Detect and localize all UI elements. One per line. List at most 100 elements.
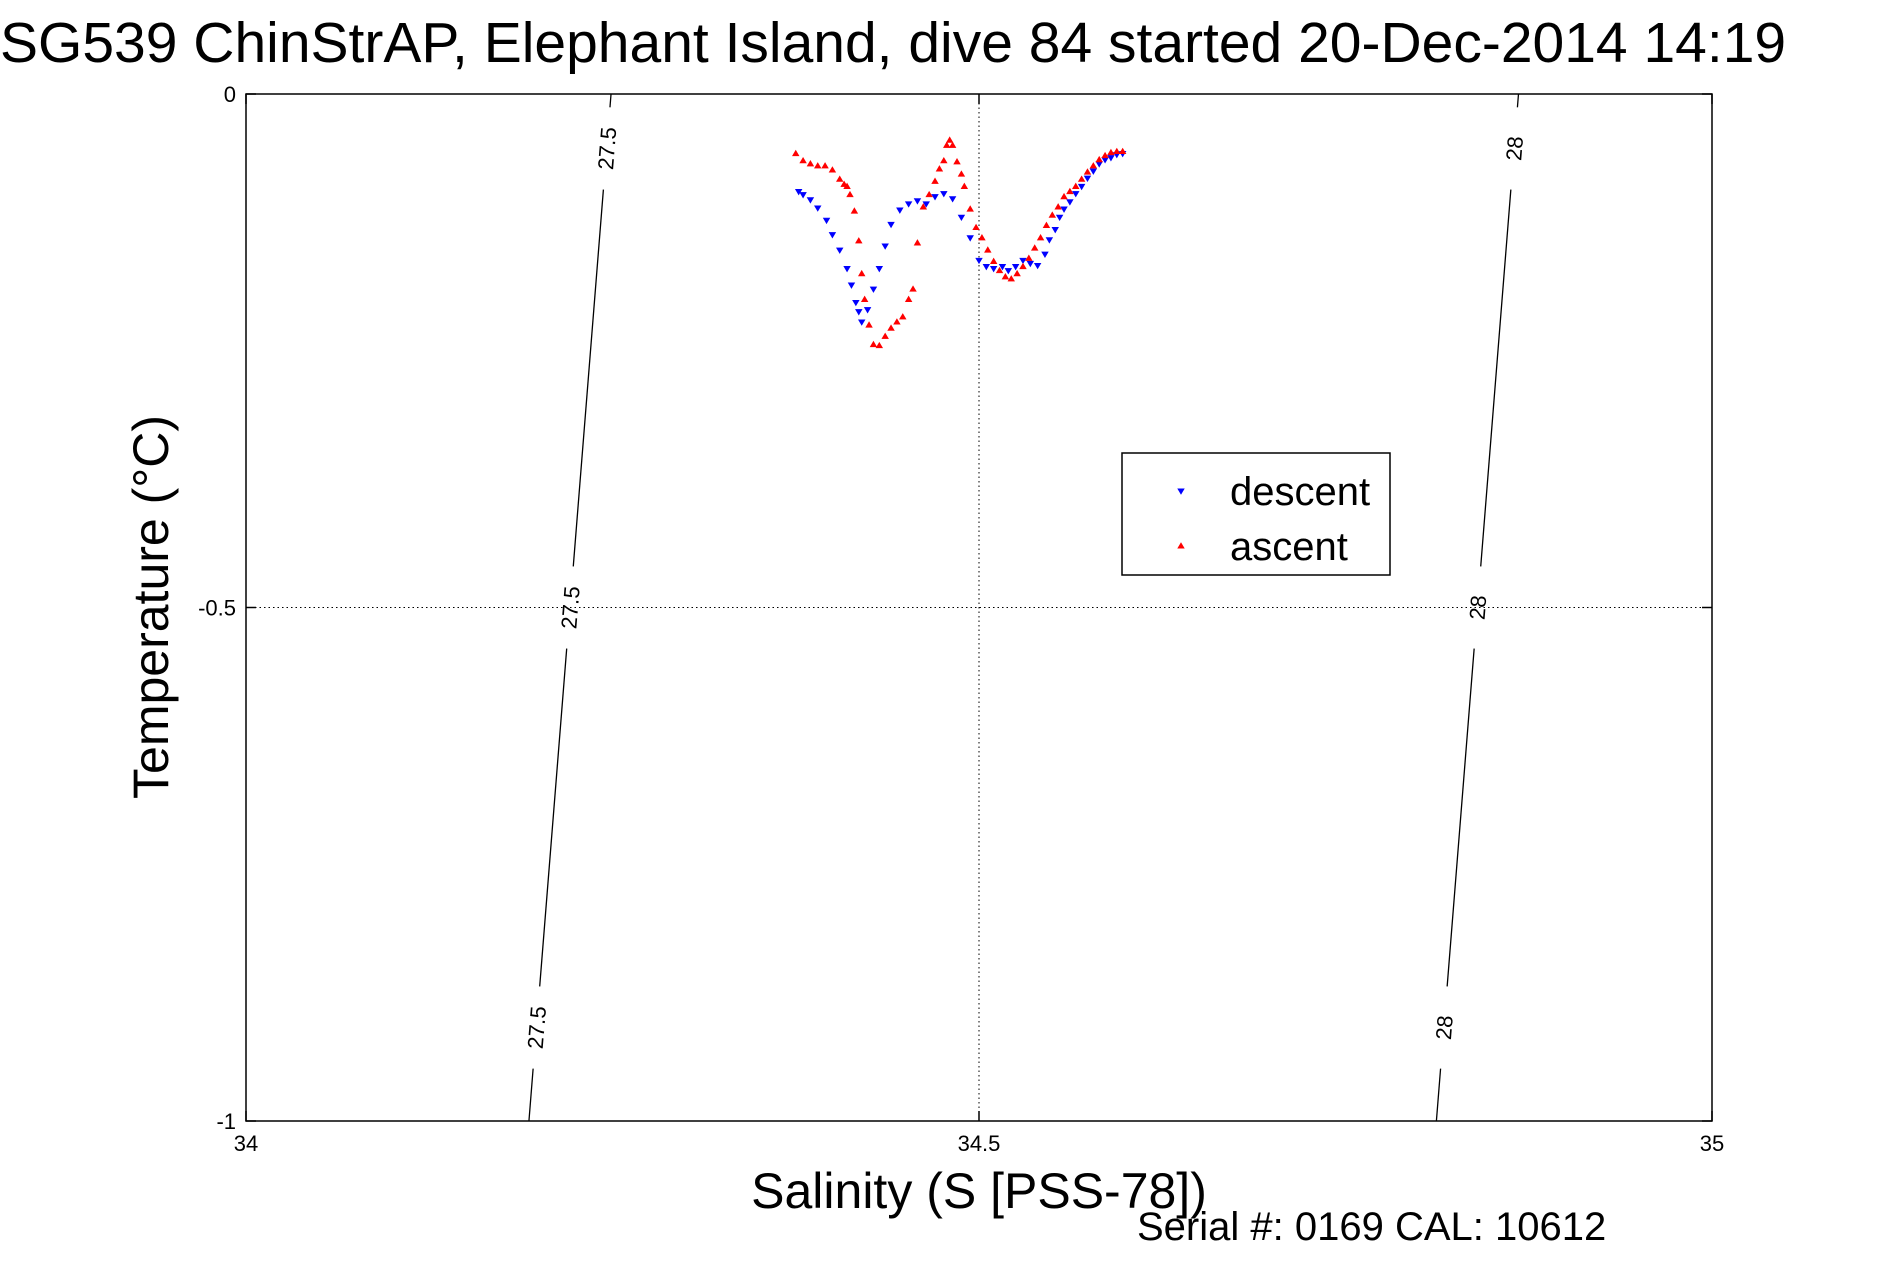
descent-point: [982, 263, 991, 271]
ascent-point: [1101, 151, 1109, 159]
descent-point: [1045, 237, 1054, 244]
ascent-point: [1036, 233, 1045, 241]
descent-point: [1077, 183, 1086, 191]
descent-point: [1072, 191, 1080, 198]
ascent-point: [1060, 192, 1068, 200]
descent-point: [1051, 227, 1059, 234]
ascent-point: [792, 149, 800, 157]
descent-point: [1055, 214, 1064, 222]
descent-point: [948, 196, 957, 203]
ascent-point: [935, 165, 944, 172]
ascent-point: [940, 156, 948, 164]
y-tick-label: -0.5: [198, 596, 236, 621]
descent-point: [887, 221, 895, 229]
ascent-point: [1113, 147, 1121, 155]
contour-line: [572, 189, 605, 567]
descent-point: [1019, 257, 1027, 265]
descent-point: [863, 307, 872, 314]
ascent-point: [846, 190, 854, 198]
x-axis-label: Salinity (S [PSS-78]): [751, 1163, 1207, 1219]
descent-point: [843, 266, 851, 273]
ascent-point: [814, 162, 822, 169]
contour-line: [1480, 189, 1512, 567]
descent-point: [857, 319, 866, 326]
ascent-point: [1042, 221, 1051, 228]
ascent-point: [865, 321, 873, 328]
ascent-point: [1089, 162, 1098, 169]
ascent-point: [869, 340, 878, 348]
descent-point: [875, 266, 884, 273]
x-tick-label: 34: [234, 1131, 258, 1156]
ascent-point: [1030, 244, 1039, 251]
descent-point: [1041, 251, 1049, 259]
descent-point: [940, 191, 948, 198]
legend-marker-ascent: [1177, 542, 1185, 549]
ascent-point: [1077, 175, 1086, 182]
descent-point: [975, 257, 983, 265]
legend-box: [1121, 452, 1391, 576]
contour-line: [609, 93, 612, 108]
ascent-point: [1095, 155, 1103, 163]
descent-point: [806, 197, 815, 204]
ascent-point: [1083, 168, 1092, 175]
ascent-point: [972, 223, 980, 231]
ascent-point: [1072, 182, 1080, 189]
descent-point: [1026, 260, 1035, 268]
descent-point: [836, 247, 844, 254]
descent-point: [881, 243, 889, 250]
ascent-point: [945, 136, 954, 143]
ascent-point: [1025, 254, 1033, 261]
legend-label-descent: descent: [1230, 470, 1370, 514]
ascent-point: [966, 205, 974, 212]
chart-title: SG539 ChinStrAP, Elephant Island, dive 8…: [0, 11, 1786, 75]
ascent-point: [850, 207, 859, 214]
descent-point: [957, 214, 966, 222]
ascent-point: [887, 324, 895, 331]
contour-label: 27.5: [593, 126, 621, 171]
ascent-point: [904, 295, 913, 302]
contour-line: [1446, 648, 1475, 987]
descent-point: [855, 309, 863, 316]
descent-point: [931, 194, 939, 201]
contour-label: 28: [1465, 594, 1492, 620]
descent-point: [1011, 263, 1020, 271]
contour-line: [539, 648, 568, 987]
ascent-point: [913, 239, 922, 246]
serial-cal-label: Serial #: 0169 CAL: 10612: [1137, 1205, 1606, 1249]
contour-label: 27.5: [556, 585, 584, 630]
ascent-point: [881, 332, 889, 339]
descent-point: [922, 201, 930, 208]
contour-label: 28: [1501, 135, 1528, 161]
ascent-point: [1013, 269, 1021, 277]
y-tick-label: 0: [224, 82, 236, 107]
ascent-point: [995, 266, 1004, 274]
descent-point: [1004, 268, 1013, 275]
contour-line: [1516, 93, 1520, 108]
ascent-point: [960, 182, 969, 189]
ascent-point: [1019, 262, 1027, 270]
y-tick-label: -1: [216, 1109, 236, 1134]
contour-label: 27.5: [523, 1005, 551, 1050]
descent-point: [1066, 199, 1074, 206]
ascent-point: [836, 175, 844, 182]
descent-point: [904, 201, 913, 208]
descent-point: [869, 286, 878, 293]
descent-point: [814, 205, 822, 212]
descent-point: [847, 282, 856, 289]
contour-line: [1435, 1068, 1442, 1122]
descent-point: [794, 189, 803, 196]
ascent-point: [931, 177, 939, 184]
ascent-point: [1054, 203, 1062, 210]
ascent-point: [806, 160, 815, 167]
ascent-point: [943, 141, 951, 148]
descent-point: [828, 232, 837, 239]
ascent-point: [821, 162, 829, 169]
ascent-point: [1107, 148, 1115, 156]
ascent-point: [1001, 273, 1010, 280]
axis-ticks: 34 34.5 35 0 -0.5 -1: [198, 82, 1724, 1156]
ascent-point: [857, 269, 866, 277]
contour-label: 28: [1431, 1014, 1458, 1040]
ascent-point: [957, 170, 966, 177]
ascent-point: [1048, 211, 1057, 218]
